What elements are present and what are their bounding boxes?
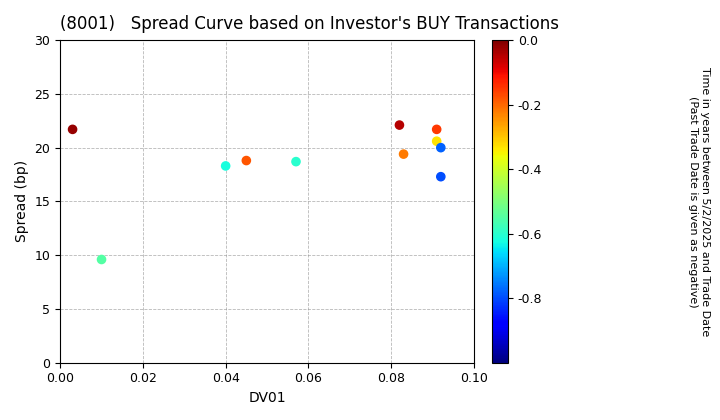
Point <box>435 144 446 151</box>
Text: (8001)   Spread Curve based on Investor's BUY Transactions: (8001) Spread Curve based on Investor's … <box>60 15 559 33</box>
Point <box>431 126 442 133</box>
Point <box>394 122 405 129</box>
Y-axis label: Spread (bp): Spread (bp) <box>15 160 29 242</box>
Y-axis label: Time in years between 5/2/2025 and Trade Date
(Past Trade Date is given as negat: Time in years between 5/2/2025 and Trade… <box>688 67 710 336</box>
Point <box>240 157 252 164</box>
Point <box>96 256 107 263</box>
Point <box>431 138 442 144</box>
Point <box>67 126 78 133</box>
Point <box>398 151 410 158</box>
X-axis label: DV01: DV01 <box>248 391 286 405</box>
Point <box>220 163 231 169</box>
Point <box>290 158 302 165</box>
Point <box>435 173 446 180</box>
